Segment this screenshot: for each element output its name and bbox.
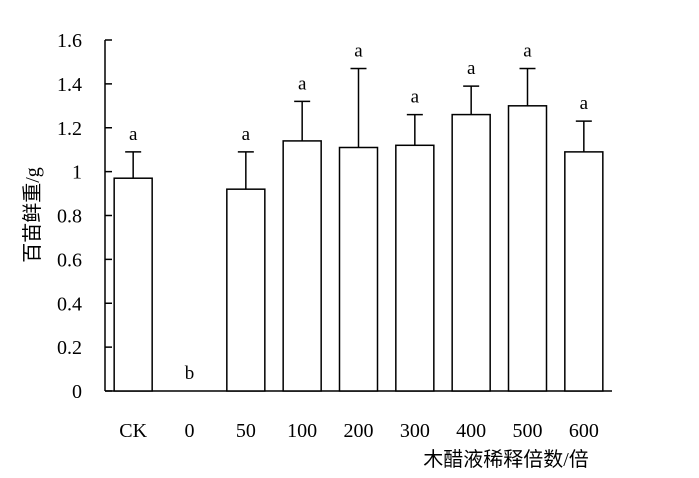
significance-label: a xyxy=(523,41,532,62)
y-tick-label: 0.4 xyxy=(57,293,82,315)
x-tick-label: 100 xyxy=(287,420,317,442)
labels: a CK b 0 a 50 a 100 a 200 a 300 a 400 a 500 a 600 xyxy=(119,41,599,442)
y-tick-label: 1.2 xyxy=(57,118,82,140)
bar xyxy=(395,144,435,392)
x-tick-label: 0 xyxy=(185,420,195,442)
significance-label: a xyxy=(129,124,138,145)
significance-label: a xyxy=(354,41,363,62)
y-tick-label: 0.6 xyxy=(57,249,82,271)
y-tick-label: 1 xyxy=(72,162,82,184)
bar xyxy=(507,105,548,392)
x-tick-label: 600 xyxy=(569,420,599,442)
x-axis-title: 木醋液稀释倍数/倍 xyxy=(423,448,589,471)
axes: 0 0.2 0.4 0.6 0.8 1 1.2 1.4 1.6 xyxy=(57,30,612,403)
significance-label: a xyxy=(242,124,251,145)
bars xyxy=(113,67,604,392)
significance-label: a xyxy=(298,73,307,94)
y-tick-label: 0 xyxy=(72,381,82,403)
y-tick-label: 0.2 xyxy=(57,337,82,359)
y-axis-title: 百苗鲜重/g xyxy=(21,167,44,263)
significance-label: a xyxy=(467,58,476,79)
x-tick-label: 300 xyxy=(400,420,430,442)
x-tick-label: 200 xyxy=(344,420,374,442)
significance-label: b xyxy=(185,363,195,384)
x-tick-label: 50 xyxy=(236,420,256,442)
y-tick-label: 1.4 xyxy=(57,74,82,96)
bar xyxy=(451,113,491,392)
bar xyxy=(564,151,604,392)
x-tick-label: 500 xyxy=(513,420,543,442)
significance-label: a xyxy=(580,93,589,114)
significance-label: a xyxy=(411,87,420,108)
x-tick-label: 400 xyxy=(456,420,486,442)
y-tick-label: 0.8 xyxy=(57,206,82,228)
bar xyxy=(282,140,322,392)
x-tick-label: CK xyxy=(119,420,147,442)
bar xyxy=(226,188,266,392)
bar xyxy=(338,146,379,392)
y-tick-label: 1.6 xyxy=(57,30,82,52)
bar xyxy=(113,177,153,392)
